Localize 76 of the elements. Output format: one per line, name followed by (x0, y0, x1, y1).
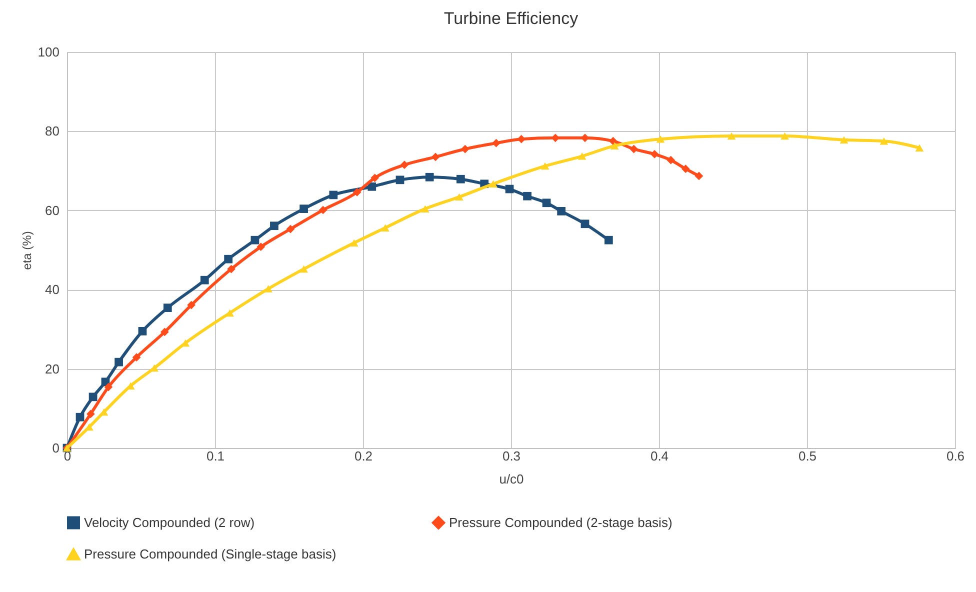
x-axis-title: u/c0 (499, 472, 524, 486)
x-tick-label: 0.6 (946, 448, 965, 464)
point (300, 265, 308, 273)
x-tick-label: 0.2 (354, 448, 373, 464)
point (610, 142, 619, 150)
point (88, 392, 98, 402)
point (224, 254, 233, 264)
point (160, 328, 169, 336)
point (915, 144, 924, 152)
point (76, 412, 84, 422)
y-tick-label: 60 (45, 202, 60, 218)
point (250, 236, 260, 244)
legend-label: Pressure Compounded (Single-stage basis) (84, 546, 336, 562)
y-tick-label: 100 (38, 44, 60, 60)
point (286, 224, 295, 234)
point (104, 382, 113, 392)
point (381, 224, 390, 232)
point (270, 222, 278, 230)
point (455, 193, 464, 201)
point (780, 132, 789, 140)
point (425, 172, 434, 182)
x-tick-label: 0.1 (206, 448, 225, 464)
chart-title: Turbine Efficiency (444, 9, 579, 28)
point (505, 184, 514, 194)
point (608, 136, 618, 146)
point (132, 353, 141, 362)
point (396, 176, 404, 184)
point (650, 150, 659, 158)
point (264, 285, 272, 292)
y-tick-label: 20 (45, 361, 60, 376)
point (492, 138, 500, 148)
point (200, 276, 209, 284)
point (370, 174, 380, 182)
legend-label: Pressure Compounded (2-stage basis) (449, 514, 672, 530)
point (880, 137, 888, 145)
point (400, 160, 409, 170)
point (86, 410, 95, 418)
legend-label: Velocity Compounded (2 row) (84, 514, 255, 530)
point (542, 198, 551, 208)
point (256, 242, 266, 252)
point (300, 204, 308, 213)
x-tick-label: 0.3 (502, 448, 521, 464)
point (578, 152, 586, 160)
point (329, 190, 338, 200)
point (114, 358, 123, 366)
point (226, 309, 234, 317)
point (456, 174, 465, 184)
point (368, 182, 376, 191)
point (431, 152, 440, 162)
point (681, 164, 690, 174)
x-tick-label: 0.4 (650, 448, 669, 464)
point (656, 135, 665, 143)
x-tick-label: 0.5 (798, 448, 817, 464)
point (694, 172, 704, 180)
point (318, 206, 328, 214)
point (557, 207, 566, 216)
point (727, 132, 736, 140)
y-tick-label: 40 (45, 282, 60, 298)
point (352, 188, 362, 196)
point (227, 264, 236, 274)
point (840, 136, 848, 144)
point (523, 192, 532, 200)
point (489, 180, 498, 188)
point (580, 220, 590, 228)
point (163, 304, 172, 312)
point (604, 236, 613, 244)
point (420, 205, 430, 212)
point (187, 300, 196, 310)
point (350, 239, 358, 246)
point (138, 326, 147, 336)
point (460, 144, 470, 154)
point (666, 156, 676, 164)
y-tick-label: 80 (45, 124, 60, 139)
point (540, 162, 550, 170)
y-axis-title: eta (%) (20, 231, 34, 270)
point (630, 144, 638, 154)
